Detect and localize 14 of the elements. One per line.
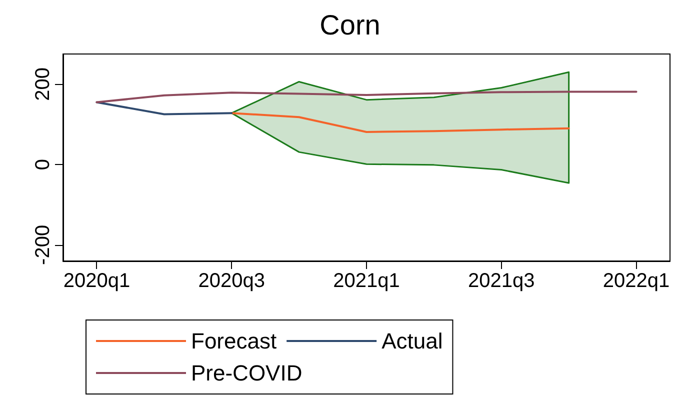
x-tick-label: 2021q3 <box>468 270 535 292</box>
chart-title: Corn <box>320 10 380 40</box>
x-tick-label: 2022q1 <box>602 270 670 292</box>
legend-label: Forecast <box>191 328 277 354</box>
y-tick-label: 0 <box>32 158 54 170</box>
x-tick-label: 2020q1 <box>63 270 130 292</box>
legend-label: Pre-COVID <box>191 360 302 386</box>
x-tick-label: 2020q3 <box>198 270 265 292</box>
y-tick-label: 200 <box>32 67 54 101</box>
line-series <box>230 112 570 133</box>
line-series <box>96 90 638 104</box>
x-tick-label: 2021q1 <box>333 270 400 292</box>
legend-label: Actual <box>382 328 443 354</box>
y-tick-label: -200 <box>32 224 54 265</box>
